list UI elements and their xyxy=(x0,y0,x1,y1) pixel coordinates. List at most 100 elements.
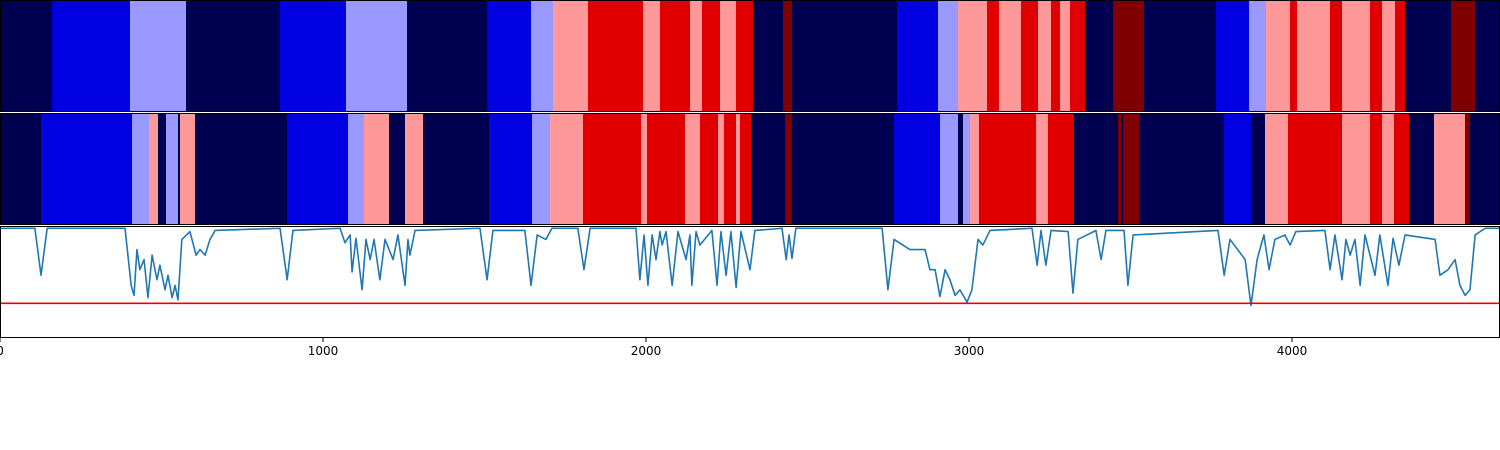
segment xyxy=(1296,0,1331,112)
segment xyxy=(177,113,181,225)
segment xyxy=(1469,113,1500,225)
segment xyxy=(1405,0,1452,112)
segment xyxy=(195,113,288,225)
segment xyxy=(583,113,642,225)
segment xyxy=(1382,0,1396,112)
segment xyxy=(406,0,488,112)
segment xyxy=(166,113,179,225)
segment xyxy=(552,0,589,112)
segment xyxy=(1266,0,1291,112)
segment xyxy=(1249,0,1267,112)
segment xyxy=(157,113,167,225)
segment xyxy=(1048,113,1075,225)
segment xyxy=(736,0,754,112)
x-tick-label: 2000 xyxy=(631,344,662,358)
x-tick-label: 3000 xyxy=(954,344,985,358)
segment xyxy=(1342,0,1371,112)
segment xyxy=(364,113,390,225)
segment xyxy=(1224,113,1253,225)
segment xyxy=(784,113,793,225)
segment xyxy=(937,0,959,112)
segment xyxy=(0,0,53,112)
segment xyxy=(1369,0,1383,112)
segment xyxy=(1038,0,1052,112)
segment xyxy=(718,113,725,225)
segment xyxy=(287,113,349,225)
segment xyxy=(685,113,701,225)
segment xyxy=(958,0,988,112)
segment xyxy=(1465,113,1471,225)
segment xyxy=(1251,113,1266,225)
segment xyxy=(939,113,959,225)
segment xyxy=(962,113,971,225)
segment xyxy=(423,113,490,225)
segment xyxy=(1395,0,1406,112)
segment xyxy=(699,113,719,225)
segment xyxy=(1051,0,1061,112)
segment xyxy=(1117,113,1122,225)
x-tick-label: 4000 xyxy=(1277,344,1308,358)
segment xyxy=(52,0,131,112)
segment xyxy=(489,113,533,225)
segment xyxy=(896,0,939,112)
segment xyxy=(531,113,551,225)
segment xyxy=(487,0,532,112)
segment xyxy=(752,0,784,112)
segment xyxy=(1060,0,1071,112)
segment xyxy=(782,0,793,112)
segment xyxy=(1382,113,1395,225)
segment xyxy=(1020,0,1039,112)
segment xyxy=(1035,113,1049,225)
segment xyxy=(723,113,737,225)
segment xyxy=(1475,0,1500,112)
segment xyxy=(969,113,980,225)
segment xyxy=(979,113,1037,225)
segment xyxy=(736,113,741,225)
segment xyxy=(1369,113,1383,225)
x-tick-label: 1000 xyxy=(308,344,339,358)
segment xyxy=(701,0,721,112)
segment xyxy=(659,0,691,112)
segment xyxy=(689,0,703,112)
segment xyxy=(643,0,661,112)
segment xyxy=(132,113,150,225)
segment xyxy=(0,113,42,225)
segment xyxy=(894,113,941,225)
segment xyxy=(41,113,133,225)
segment xyxy=(388,113,406,225)
segment xyxy=(550,113,584,225)
segment xyxy=(999,0,1022,112)
segment xyxy=(347,113,365,225)
segment xyxy=(641,113,648,225)
segment xyxy=(1330,0,1343,112)
segment xyxy=(179,113,196,225)
segment xyxy=(1139,113,1225,225)
segment xyxy=(148,113,159,225)
segment xyxy=(1264,113,1289,225)
segment xyxy=(1342,113,1371,225)
segment xyxy=(1070,0,1086,112)
segment xyxy=(280,0,347,112)
segment xyxy=(587,0,644,112)
segment xyxy=(750,113,786,225)
segment xyxy=(1084,0,1114,112)
segment xyxy=(186,0,281,112)
segment xyxy=(1434,113,1466,225)
segment xyxy=(405,113,424,225)
segment xyxy=(791,113,895,225)
x-tick-label: 0 xyxy=(0,344,4,358)
segment xyxy=(958,113,964,225)
segment xyxy=(791,0,898,112)
segment xyxy=(1113,0,1145,112)
segment xyxy=(1290,0,1298,112)
segment xyxy=(719,0,737,112)
plot-background xyxy=(0,226,1500,338)
segment xyxy=(1288,113,1343,225)
segment xyxy=(1450,0,1476,112)
segment xyxy=(1144,0,1217,112)
segment xyxy=(1216,0,1250,112)
segment xyxy=(1073,113,1119,225)
segment xyxy=(1408,113,1435,225)
segment xyxy=(739,113,752,225)
